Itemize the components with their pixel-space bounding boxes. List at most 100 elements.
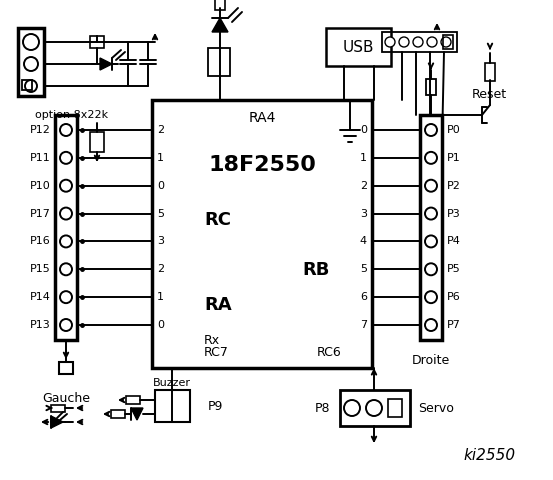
Circle shape [23, 34, 39, 50]
Text: P13: P13 [30, 320, 51, 330]
Text: 4: 4 [360, 237, 367, 246]
Text: 2: 2 [157, 264, 164, 274]
Bar [426, 79, 436, 95]
Text: 0: 0 [157, 180, 164, 191]
Text: P12: P12 [30, 125, 51, 135]
Text: Gauche: Gauche [42, 392, 90, 405]
Text: USB: USB [343, 39, 374, 55]
Circle shape [25, 80, 37, 92]
Circle shape [344, 400, 360, 416]
Text: option 8x22k: option 8x22k [35, 110, 108, 120]
Circle shape [425, 291, 437, 303]
Text: P16: P16 [30, 237, 51, 246]
Text: P8: P8 [314, 401, 330, 415]
Text: RC6: RC6 [317, 346, 342, 359]
Text: Rx: Rx [204, 334, 220, 347]
Bar [388, 399, 402, 417]
Circle shape [425, 207, 437, 219]
Text: 0: 0 [157, 320, 164, 330]
Circle shape [60, 291, 72, 303]
Text: RC7: RC7 [204, 346, 229, 359]
Circle shape [60, 124, 72, 136]
Circle shape [366, 400, 382, 416]
Bar [59, 362, 73, 374]
Bar [152, 100, 372, 368]
Text: RA4: RA4 [248, 111, 276, 125]
Circle shape [441, 37, 451, 47]
Text: Buzzer: Buzzer [153, 378, 191, 388]
Circle shape [425, 264, 437, 276]
Circle shape [60, 264, 72, 276]
Polygon shape [131, 408, 143, 420]
Bar [326, 28, 391, 66]
Text: Droite: Droite [412, 353, 450, 367]
Text: Servo: Servo [418, 401, 454, 415]
Text: P7: P7 [447, 320, 461, 330]
Text: P2: P2 [447, 180, 461, 191]
Bar [485, 63, 495, 81]
Bar [340, 390, 410, 426]
Bar [90, 132, 104, 152]
Circle shape [60, 235, 72, 247]
Text: 7: 7 [360, 320, 367, 330]
Bar [126, 396, 140, 404]
Bar [443, 35, 453, 49]
Bar [18, 28, 44, 96]
Bar [111, 410, 125, 418]
Circle shape [385, 37, 395, 47]
Text: P11: P11 [30, 153, 51, 163]
Text: RB: RB [302, 261, 330, 279]
Circle shape [24, 57, 38, 71]
Text: 1: 1 [360, 153, 367, 163]
Bar [155, 390, 190, 422]
Circle shape [425, 235, 437, 247]
Circle shape [399, 37, 409, 47]
Text: 3: 3 [360, 209, 367, 218]
Bar [382, 32, 457, 52]
Text: P4: P4 [447, 237, 461, 246]
Text: 0: 0 [360, 125, 367, 135]
Circle shape [60, 180, 72, 192]
Polygon shape [100, 58, 112, 70]
Circle shape [425, 124, 437, 136]
Bar [420, 115, 442, 340]
Text: P15: P15 [30, 264, 51, 274]
Circle shape [427, 37, 437, 47]
Bar [55, 115, 77, 340]
Text: P9: P9 [207, 399, 223, 412]
Text: Reset: Reset [472, 88, 507, 101]
Text: 2: 2 [360, 180, 367, 191]
Circle shape [413, 37, 423, 47]
Text: P10: P10 [30, 180, 51, 191]
Circle shape [425, 319, 437, 331]
Circle shape [425, 180, 437, 192]
Circle shape [60, 319, 72, 331]
Text: 1: 1 [157, 153, 164, 163]
Text: P0: P0 [447, 125, 461, 135]
Text: P1: P1 [447, 153, 461, 163]
Circle shape [60, 152, 72, 164]
Text: 5: 5 [157, 209, 164, 218]
Circle shape [425, 152, 437, 164]
Circle shape [60, 207, 72, 219]
Bar [90, 36, 104, 48]
Text: 18F2550: 18F2550 [208, 155, 316, 175]
Bar [215, 0, 225, 10]
Text: P5: P5 [447, 264, 461, 274]
Text: P14: P14 [30, 292, 51, 302]
Text: P6: P6 [447, 292, 461, 302]
Polygon shape [212, 18, 228, 32]
Bar [208, 48, 230, 76]
Bar [51, 405, 65, 412]
Text: 5: 5 [360, 264, 367, 274]
Polygon shape [51, 416, 63, 428]
Text: P17: P17 [30, 209, 51, 218]
Text: 3: 3 [157, 237, 164, 246]
Text: ki2550: ki2550 [464, 447, 516, 463]
Text: 2: 2 [157, 125, 164, 135]
Text: 6: 6 [360, 292, 367, 302]
Text: RC: RC [204, 211, 231, 229]
Text: RA: RA [204, 296, 232, 314]
Text: P3: P3 [447, 209, 461, 218]
Bar [22, 80, 32, 90]
